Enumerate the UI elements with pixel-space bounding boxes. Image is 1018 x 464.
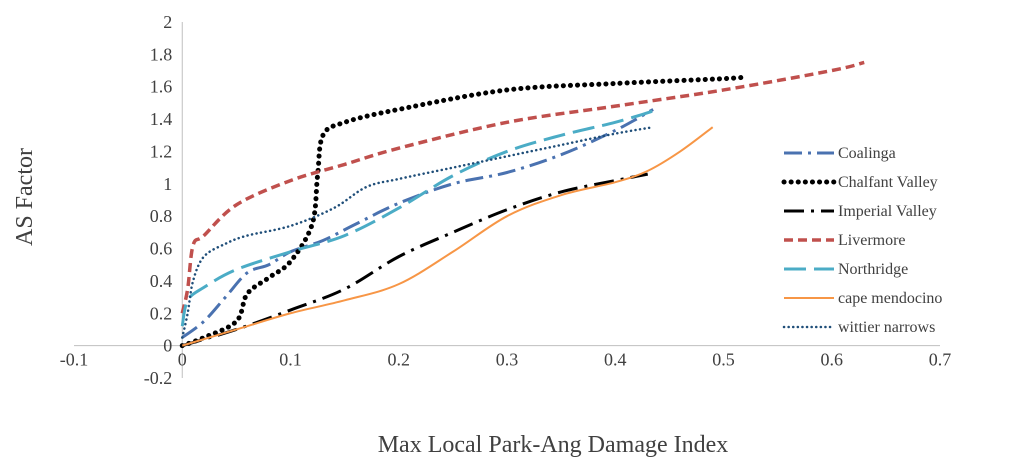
plot-area [74,22,940,378]
legend-label: Imperial Valley [838,203,937,220]
legend-item: cape mendocino [784,290,942,307]
x-tick-label: 0.6 [821,350,844,370]
y-tick-label: 1.6 [150,77,173,97]
legend-label: wittier narrows [838,319,935,336]
y-tick-label: 1.8 [150,44,173,64]
y-tick-label: -0.2 [144,368,173,388]
y-tick-label: 1 [163,174,172,194]
x-tick-label: 0.2 [388,350,411,370]
y-tick-label: 0 [163,336,172,356]
legend-item: Chalfant Valley [781,174,938,191]
y-tick-label: 0.4 [150,271,173,291]
x-tick-label: 0.1 [279,350,302,370]
y-axis-title: AS Factor [12,148,38,246]
x-axis-ticks: -0.1 0 0.1 0.2 0.3 0.4 0.5 0.6 0.7 [60,350,952,370]
series-line-northridge [180,109,654,327]
legend-label: Livermore [838,232,906,249]
x-axis-title: Max Local Park-Ang Damage Index [378,432,729,458]
legend-item: wittier narrows [782,319,935,336]
x-tick-label: 0.4 [604,350,627,370]
x-tick-label: 0.7 [929,350,952,370]
x-tick-label: -0.1 [60,350,89,370]
legend-item: Northridge [784,261,908,278]
series-line-imperial-valley [181,172,649,348]
y-tick-label: 1.4 [150,109,173,129]
legend: Coalinga Chalfant Valley Imperial Valley Li… [781,145,942,336]
series-line-chalfant-valley [179,74,748,349]
series-line-livermore [180,60,865,314]
legend-item: Coalinga [784,145,896,162]
x-tick-label: 0 [178,350,187,370]
legend-label: Chalfant Valley [838,174,938,191]
legend-label: cape mendocino [838,290,942,307]
legend-label: Coalinga [838,145,896,162]
x-tick-label: 0.3 [496,350,519,370]
y-axis-ticks: -0.2 0 0.2 0.4 0.6 0.8 1 1.2 1.4 1.6 1.8 2 [144,12,173,388]
y-tick-label: 1.2 [150,141,173,161]
y-tick-label: 2 [163,12,172,32]
legend-item: Livermore [784,232,906,249]
series-line-cape-mendocino [181,126,714,347]
series-line-wittier-narrows [181,125,655,339]
legend-label: Northridge [838,261,908,278]
y-tick-label: 0.6 [150,239,173,259]
y-tick-label: 0.2 [150,303,173,323]
legend-item: Imperial Valley [784,203,937,220]
y-tick-label: 0.8 [150,206,173,226]
x-tick-label: 0.5 [712,350,735,370]
series-line-coalinga [181,108,654,339]
